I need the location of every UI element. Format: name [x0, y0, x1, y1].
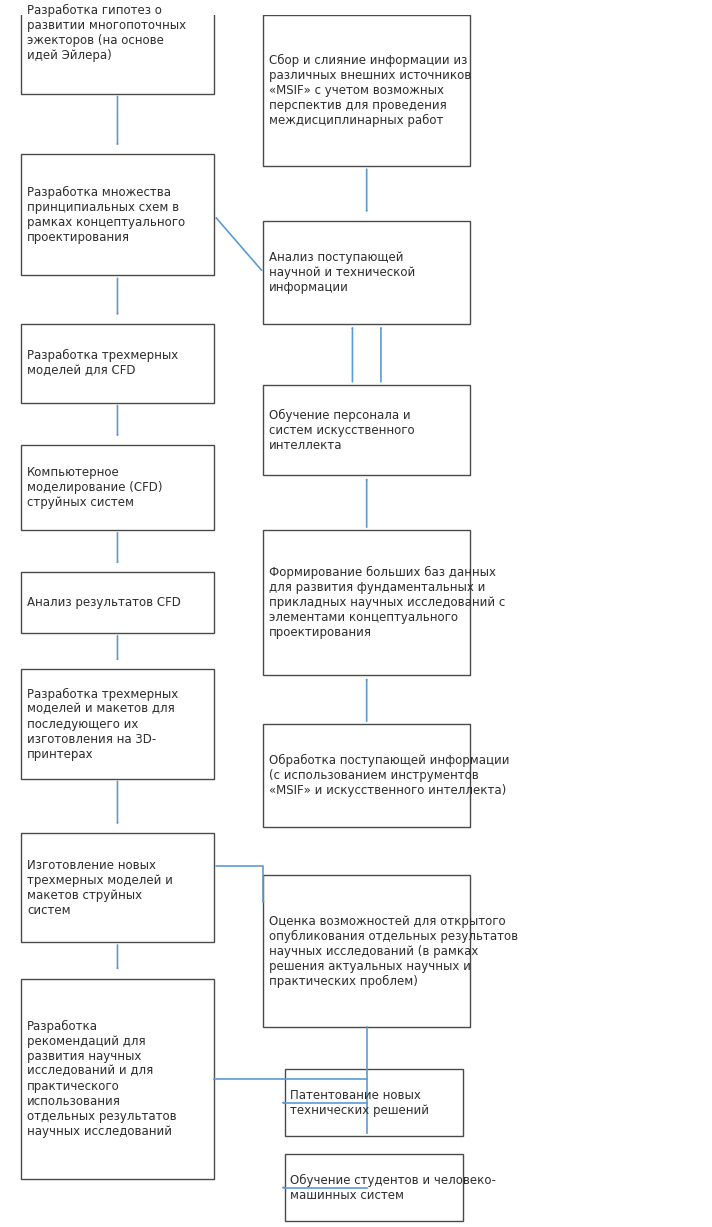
- FancyBboxPatch shape: [263, 15, 470, 167]
- FancyBboxPatch shape: [21, 573, 214, 633]
- FancyBboxPatch shape: [21, 155, 214, 276]
- Text: Обработка поступающей информации
(с использованием инструментов
«MSIF» и искусст: Обработка поступающей информации (с испо…: [269, 753, 510, 798]
- FancyBboxPatch shape: [285, 1070, 463, 1136]
- Text: Разработка множества
принципиальных схем в
рамках концептуального
проектирования: Разработка множества принципиальных схем…: [27, 185, 185, 244]
- Text: Анализ поступающей
научной и технической
информации: Анализ поступающей научной и технической…: [269, 252, 415, 294]
- Text: Разработка
рекомендаций для
развития научных
исследований и для
практического
ис: Разработка рекомендаций для развития нау…: [27, 1020, 177, 1137]
- Text: Разработка гипотез о
развитии многопоточных
эжекторов (на основе
идей Эйлера): Разработка гипотез о развитии многопоточ…: [27, 4, 186, 63]
- Text: Анализ результатов CFD: Анализ результатов CFD: [27, 596, 181, 610]
- Text: Изготовление новых
трехмерных моделей и
макетов струйных
систем: Изготовление новых трехмерных моделей и …: [27, 859, 173, 917]
- FancyBboxPatch shape: [21, 670, 214, 778]
- FancyBboxPatch shape: [263, 221, 470, 324]
- Text: Оценка возможностей для открытого
опубликования отдельных результатов
научных ис: Оценка возможностей для открытого опубли…: [269, 914, 518, 988]
- Text: Разработка трехмерных
моделей для CFD: Разработка трехмерных моделей для CFD: [27, 350, 178, 378]
- Text: Формирование больших баз данных
для развития фундаментальных и
прикладных научны: Формирование больших баз данных для разв…: [269, 566, 506, 639]
- FancyBboxPatch shape: [285, 1155, 463, 1221]
- FancyBboxPatch shape: [21, 978, 214, 1178]
- FancyBboxPatch shape: [21, 0, 214, 93]
- Text: Компьютерное
моделирование (CFD)
струйных систем: Компьютерное моделирование (CFD) струйны…: [27, 466, 162, 509]
- FancyBboxPatch shape: [21, 833, 214, 942]
- FancyBboxPatch shape: [21, 324, 214, 402]
- FancyBboxPatch shape: [263, 724, 470, 827]
- Text: Разработка трехмерных
моделей и макетов для
последующего их
изготовления на 3D-
: Разработка трехмерных моделей и макетов …: [27, 687, 178, 761]
- Text: Патентование новых
технических решений: Патентование новых технических решений: [290, 1088, 429, 1117]
- Text: Обучение студентов и человеко-
машинных систем: Обучение студентов и человеко- машинных …: [290, 1173, 496, 1201]
- FancyBboxPatch shape: [263, 530, 470, 676]
- FancyBboxPatch shape: [263, 384, 470, 476]
- Text: Сбор и слияние информации из
различных внешних источников
«MSIF» с учетом возмож: Сбор и слияние информации из различных в…: [269, 54, 471, 128]
- Text: Обучение персонала и
систем искусственного
интеллекта: Обучение персонала и систем искусственно…: [269, 409, 415, 452]
- FancyBboxPatch shape: [21, 445, 214, 530]
- FancyBboxPatch shape: [263, 876, 470, 1027]
